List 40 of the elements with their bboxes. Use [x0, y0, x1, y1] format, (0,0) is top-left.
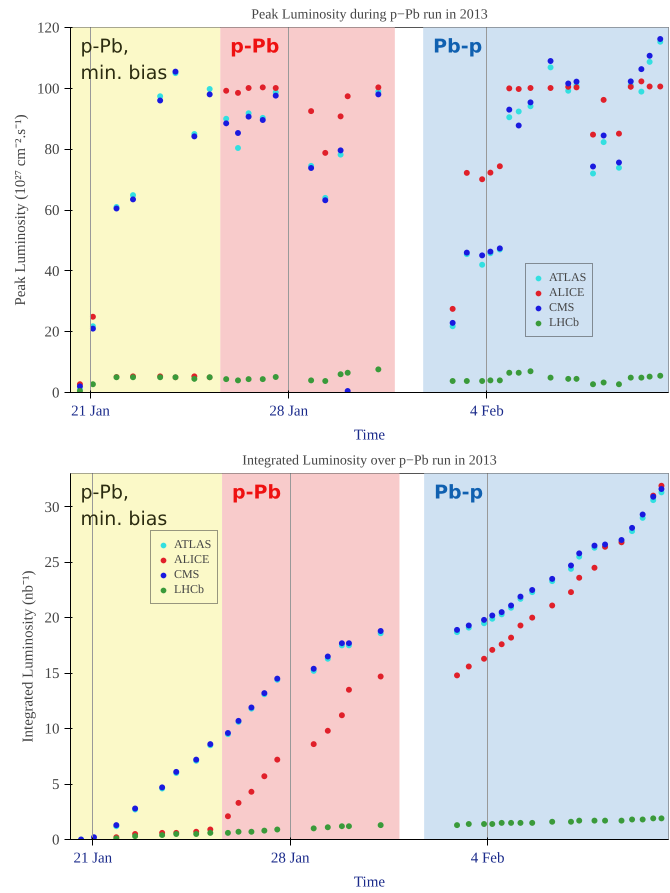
y-tick-label: 0 — [52, 832, 60, 848]
y-axis-title: Peak Luminosity (10²⁷ cm⁻².s⁻¹) — [13, 114, 29, 306]
legend-label: ATLAS — [174, 537, 212, 552]
y-tick-label: 15 — [44, 666, 60, 682]
legend-label: ALICE — [174, 552, 210, 567]
legend-label: CMS — [549, 300, 574, 315]
band-label: p-Pb — [232, 482, 282, 504]
x-tick-label: 4 Feb — [470, 404, 504, 420]
legend-label: LHCb — [174, 582, 204, 597]
band-label: p-Pb, min. bias — [80, 482, 168, 530]
legend-label: CMS — [174, 567, 200, 582]
chart-title: Integrated Luminosity over p−Pb run in 2013 — [242, 454, 497, 468]
x-tick-label: 21 Jan — [73, 850, 113, 866]
y-tick-label: 20 — [44, 610, 60, 627]
y-tick-label: 0 — [52, 386, 60, 402]
y-tick-label: 40 — [44, 264, 60, 280]
y-tick-label: 20 — [44, 324, 60, 341]
band-label: p-Pb — [230, 36, 280, 58]
y-tick-label: 25 — [44, 555, 60, 572]
band-label: p-Pb, min. bias — [80, 36, 168, 84]
y-tick-label: 60 — [44, 203, 60, 219]
x-tick-label: 28 Jan — [270, 850, 310, 866]
y-tick-label: 120 — [37, 20, 60, 36]
x-tick-label: 28 Jan — [269, 404, 309, 420]
band-label: Pb-p — [434, 482, 484, 504]
y-tick-label: 80 — [44, 142, 60, 158]
legend-label: ATLAS — [549, 270, 586, 285]
x-axis-title: Time — [354, 428, 386, 444]
x-tick-label: 4 Feb — [470, 850, 504, 866]
chart-title: Peak Luminosity during p−Pb run in 2013 — [251, 8, 488, 22]
y-tick-label: 10 — [44, 722, 60, 738]
x-axis-title: Time — [354, 874, 386, 890]
band-label: Pb-p — [433, 36, 482, 58]
legend-label: LHCb — [549, 315, 579, 330]
y-tick-label: 30 — [44, 500, 60, 516]
y-tick-label: 100 — [37, 81, 60, 98]
x-tick-label: 21 Jan — [71, 404, 110, 420]
legend-label: ALICE — [549, 285, 584, 300]
y-axis-title: Integrated Luminosity (nb⁻¹) — [20, 570, 36, 742]
y-tick-label: 5 — [52, 777, 60, 794]
